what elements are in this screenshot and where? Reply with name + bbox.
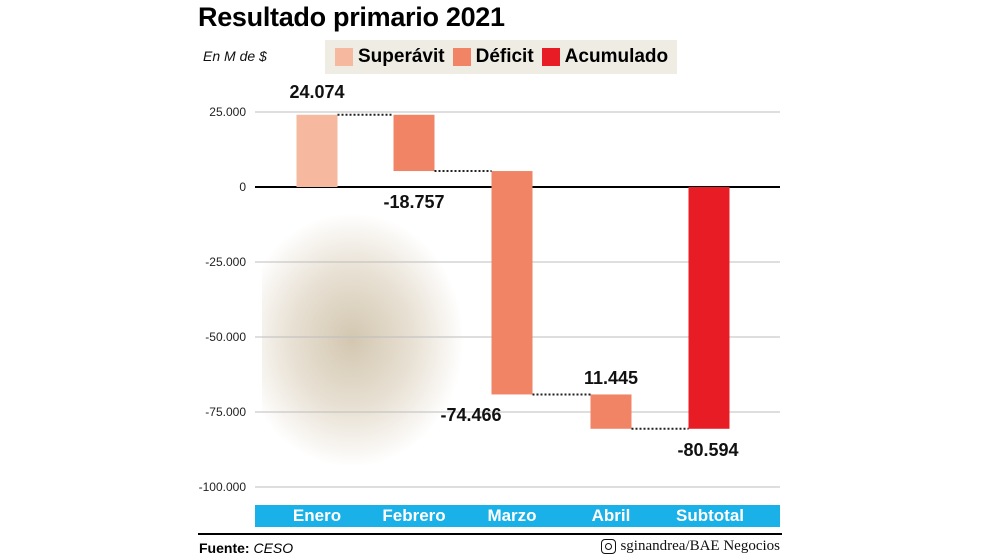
legend-swatch [335,48,353,66]
x-label-marzo: Marzo [487,506,537,525]
credit: sginandrea/BAE Negocios [601,538,780,555]
chart-title: Resultado primario 2021 [198,2,505,32]
legend: Superávit Déficit Acumulado [325,40,677,74]
x-label-abril: Abril [591,506,631,525]
x-label-febrero: Febrero [382,506,446,525]
data-label: 24.074 [289,82,344,102]
y-tick-label: 0 [239,180,246,194]
data-label: 11.445 [584,368,638,388]
legend-deficit: Déficit [452,46,534,68]
y-tick-label: -100.000 [199,480,247,494]
bar-marzo [491,171,533,395]
y-tick-label: -50.000 [205,330,246,344]
y-tick-label: -75.000 [205,405,246,419]
x-label-enero: Enero [292,506,342,525]
bar-abril [590,394,632,429]
x-axis-band [255,505,780,527]
data-label: -74.466 [440,405,501,425]
legend-swatch [452,48,471,66]
legend-superavit: Superávit [335,46,445,68]
y-tick-label: -25.000 [205,255,246,269]
bar-febrero [393,114,435,172]
unit-label: En M de $ [203,48,267,64]
bar-subtotal [688,187,730,429]
bar-enero [296,114,338,187]
instagram-icon [601,539,617,554]
x-label-subtotal: Subtotal [676,506,744,525]
legend-acumulado: Acumulado [541,46,668,68]
data-label: -18.757 [383,192,444,212]
legend-swatch [541,48,560,66]
y-tick-label: 25.000 [209,105,246,119]
footer-divider [198,533,782,535]
data-label: -80.594 [677,440,738,460]
banknotes-background-image [262,215,462,465]
source-note: Fuente: CESO [199,540,294,556]
